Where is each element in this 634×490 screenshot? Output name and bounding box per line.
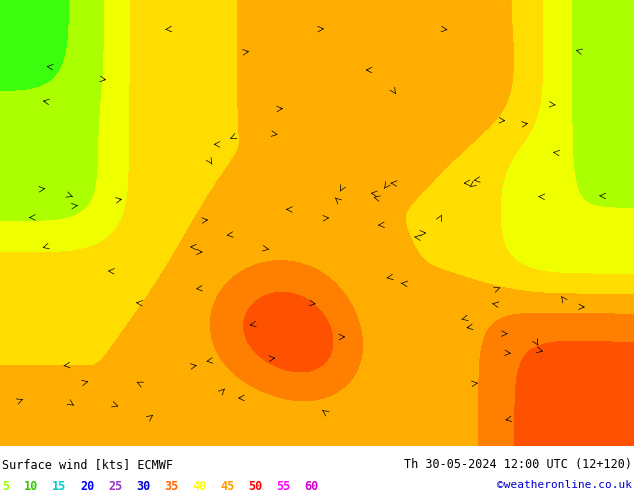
Text: 10: 10: [24, 480, 38, 490]
Text: 30: 30: [136, 480, 150, 490]
Text: 55: 55: [276, 480, 290, 490]
Text: 25: 25: [108, 480, 122, 490]
Text: Th 30-05-2024 12:00 UTC (12+120): Th 30-05-2024 12:00 UTC (12+120): [404, 458, 632, 471]
Text: 50: 50: [248, 480, 262, 490]
Text: ©weatheronline.co.uk: ©weatheronline.co.uk: [497, 480, 632, 490]
Text: 5: 5: [2, 480, 9, 490]
Text: 35: 35: [164, 480, 178, 490]
Text: 15: 15: [52, 480, 66, 490]
Text: 60: 60: [304, 480, 318, 490]
Text: 20: 20: [80, 480, 94, 490]
Text: Surface wind [kts] ECMWF: Surface wind [kts] ECMWF: [2, 458, 173, 471]
Text: 45: 45: [220, 480, 234, 490]
Text: 40: 40: [192, 480, 206, 490]
